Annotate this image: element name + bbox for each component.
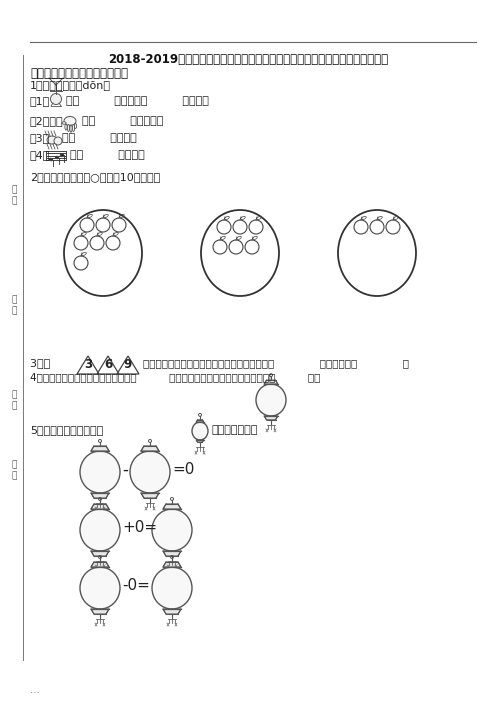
- Text: 9: 9: [124, 359, 132, 371]
- Ellipse shape: [80, 509, 120, 551]
- Text: 三张数字卡中任选两张组成的数中，最大的数是              ？最小的数是              ？: 三张数字卡中任选两张组成的数中，最大的数是 ？最小的数是 ？: [143, 358, 409, 368]
- Polygon shape: [91, 551, 109, 556]
- Text: 有（          ）条腿。: 有（ ）条腿。: [62, 133, 137, 143]
- Text: 分: 分: [11, 185, 17, 194]
- Ellipse shape: [65, 124, 67, 130]
- Ellipse shape: [50, 159, 53, 161]
- Text: 5．大红灯笼高高挂。（: 5．大红灯笼高高挂。（: [30, 425, 103, 435]
- Ellipse shape: [130, 451, 170, 493]
- Text: 2．画一画，使每个○里都有10个苹果。: 2．画一画，使每个○里都有10个苹果。: [30, 172, 160, 182]
- Text: （4）: （4）: [30, 150, 51, 160]
- Ellipse shape: [47, 136, 57, 144]
- Text: 有（          ）只眼睛（          ）张嘴。: 有（ ）只眼睛（ ）张嘴。: [66, 96, 209, 106]
- Ellipse shape: [256, 384, 286, 416]
- Text: 有（          ）条线。: 有（ ）条线。: [70, 150, 145, 160]
- Text: =0: =0: [172, 463, 194, 477]
- Polygon shape: [141, 446, 159, 451]
- Polygon shape: [91, 609, 109, 614]
- Ellipse shape: [152, 509, 192, 551]
- Ellipse shape: [64, 117, 76, 126]
- Polygon shape: [91, 562, 109, 567]
- Ellipse shape: [152, 567, 192, 609]
- Text: 号: 号: [11, 471, 17, 480]
- Text: 有（          ）根手指。: 有（ ）根手指。: [82, 116, 163, 126]
- Polygon shape: [163, 504, 181, 509]
- Text: -: -: [122, 461, 128, 479]
- Text: 题: 题: [11, 460, 17, 469]
- Circle shape: [51, 93, 62, 105]
- Polygon shape: [91, 446, 109, 451]
- Polygon shape: [163, 551, 181, 556]
- Text: 3: 3: [84, 359, 92, 371]
- Text: 姓: 姓: [11, 295, 17, 304]
- Polygon shape: [196, 440, 203, 442]
- Text: 2018-2019年北京市海淀区中关村第一小学一年级上册数学模拟期末测试无答案: 2018-2019年北京市海淀区中关村第一小学一年级上册数学模拟期末测试无答案: [108, 53, 388, 66]
- Text: 里可以填几？）: 里可以填几？）: [212, 425, 258, 435]
- Polygon shape: [91, 493, 109, 498]
- Ellipse shape: [70, 125, 72, 132]
- Polygon shape: [163, 609, 181, 614]
- Text: （3）: （3）: [30, 133, 50, 143]
- Polygon shape: [264, 380, 278, 384]
- Text: 4．一个数的最高位是千万，这个数是          位数，一个数是九位数，它的最高位是          位。: 4．一个数的最高位是千万，这个数是 位数，一个数是九位数，它的最高位是 位。: [30, 372, 320, 382]
- Text: +0=: +0=: [122, 520, 157, 536]
- Ellipse shape: [67, 124, 69, 131]
- Text: 名: 名: [11, 306, 17, 315]
- Text: （2）一只: （2）一只: [30, 116, 63, 126]
- Ellipse shape: [192, 422, 208, 440]
- Text: 一、想一想，填一填（填空题）: 一、想一想，填一填（填空题）: [30, 67, 128, 80]
- Polygon shape: [264, 416, 278, 420]
- Ellipse shape: [80, 451, 120, 493]
- Ellipse shape: [80, 567, 120, 609]
- Polygon shape: [196, 420, 203, 422]
- Text: 1．我们会数，填dōn。: 1．我们会数，填dōn。: [30, 80, 111, 90]
- Polygon shape: [91, 504, 109, 509]
- Ellipse shape: [56, 157, 59, 159]
- Text: 3．从: 3．从: [30, 358, 57, 368]
- Text: 级: 级: [11, 401, 17, 410]
- Circle shape: [54, 137, 62, 145]
- Text: 数: 数: [11, 196, 17, 205]
- Ellipse shape: [74, 124, 76, 128]
- Text: （1）: （1）: [30, 96, 50, 106]
- Polygon shape: [163, 562, 181, 567]
- Text: 班: 班: [11, 390, 17, 399]
- Ellipse shape: [61, 154, 63, 156]
- Text: 6: 6: [104, 359, 112, 371]
- Ellipse shape: [62, 121, 66, 124]
- Polygon shape: [141, 493, 159, 498]
- Text: -0=: -0=: [122, 578, 150, 593]
- Text: …: …: [30, 685, 40, 695]
- Ellipse shape: [72, 124, 74, 131]
